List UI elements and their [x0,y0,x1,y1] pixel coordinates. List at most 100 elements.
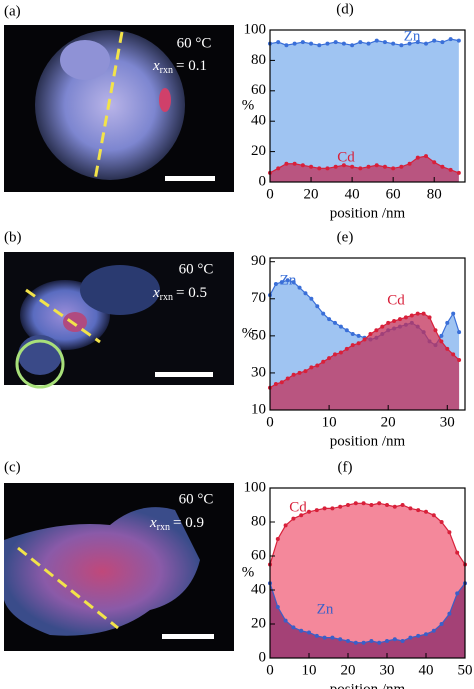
series-label: Cd [387,292,405,308]
x-tick-label: 40 [419,662,434,678]
chart: (f) Cd Zn 0 10 20 30 40 50 0 20 40 60 80 100 position /… [242,459,473,689]
y-tick-label: 30 [251,364,266,380]
data-point [403,315,408,320]
y-tick-label: 100 [244,479,267,495]
temperature: 60 °C [179,261,214,277]
data-point [338,350,343,355]
data-point [344,328,349,333]
temperature: 60 °C [177,35,212,51]
data-point [439,339,444,344]
data-point [322,635,327,640]
data-point [439,622,444,626]
data-point [391,166,396,171]
data-point [455,550,460,555]
data-point [333,40,338,45]
y-tick-label: 90 [251,253,266,269]
data-point [366,164,371,169]
x-tick-label: 0 [266,186,274,202]
x-tick-label: 80 [427,186,442,202]
data-point [315,363,320,368]
data-point [392,637,397,642]
data-point [374,328,379,333]
data-point [432,160,437,165]
x-tick-label: 50 [458,662,473,678]
x-subscript: rxn [160,292,173,303]
data-point [292,161,297,166]
data-point [350,43,355,48]
data-point [407,161,412,166]
x-tick-label: 40 [345,186,360,202]
data-point [309,41,314,46]
y-tick-label: 0 [259,173,267,189]
series-area [270,39,459,183]
data-point [346,503,350,507]
data-point [321,359,326,364]
plot-frame [269,487,466,659]
data-point [299,513,304,518]
data-point [369,639,374,643]
data-point [447,530,452,535]
x-axis-label: position /nm [330,681,406,689]
data-point [346,639,350,643]
x-symbol: x [152,58,160,74]
x-symbol: x [152,285,160,301]
panel-label: (b) [4,229,22,245]
series-area [270,313,460,410]
x-tick-label: 20 [381,414,396,430]
data-point [333,164,338,169]
data-point [307,509,311,514]
data-point [368,332,373,336]
data-point [273,382,278,387]
data-point [382,164,387,169]
y-axis-label: % [242,564,255,580]
data-point [362,337,367,342]
data-point [325,166,330,171]
data-point [283,523,288,528]
x-subscript: rxn [157,522,170,533]
x-tick-label: 10 [302,662,317,678]
data-point [299,628,304,633]
y-tick-label: 60 [251,547,266,563]
y-tick-label: 50 [251,327,266,343]
x-tick-label: 20 [304,186,319,202]
data-point [279,380,284,385]
x-tick-label: 10 [322,414,337,430]
data-point [392,319,397,324]
panel-label: (c) [4,459,21,475]
data-point [409,313,414,318]
data-point [439,333,444,338]
data-point [275,605,280,609]
x-value: = 0.1 [176,58,207,74]
panel-label: (d) [336,1,354,17]
data-point [431,513,436,518]
x-axis-label: position /nm [330,205,406,221]
data-point [456,170,461,175]
panel-label: (a) [4,3,21,19]
data-point [356,341,361,346]
data-point [385,503,389,507]
data-point [361,640,366,645]
data-point [291,280,296,285]
data-point [309,365,314,370]
data-point [309,296,314,301]
data-point [309,164,314,169]
data-point [338,504,343,509]
data-point [284,43,289,48]
y-tick-label: 80 [251,52,266,68]
data-point [358,40,363,45]
data-point [400,503,405,507]
data-point [445,346,450,351]
data-point [456,38,461,43]
image-panel-a: (a) 60 °C xrxn = 0.1 [4,3,234,192]
series-label: Cd [289,499,307,515]
y-tick-label: 100 [244,21,267,37]
data-point [300,40,305,45]
data-point [415,155,420,160]
data-point [445,320,450,325]
data-point [327,356,332,361]
x-tick-label: 20 [341,662,356,678]
data-point [400,639,405,643]
data-point [358,166,363,171]
data-point [350,164,355,169]
data-point [424,154,428,159]
